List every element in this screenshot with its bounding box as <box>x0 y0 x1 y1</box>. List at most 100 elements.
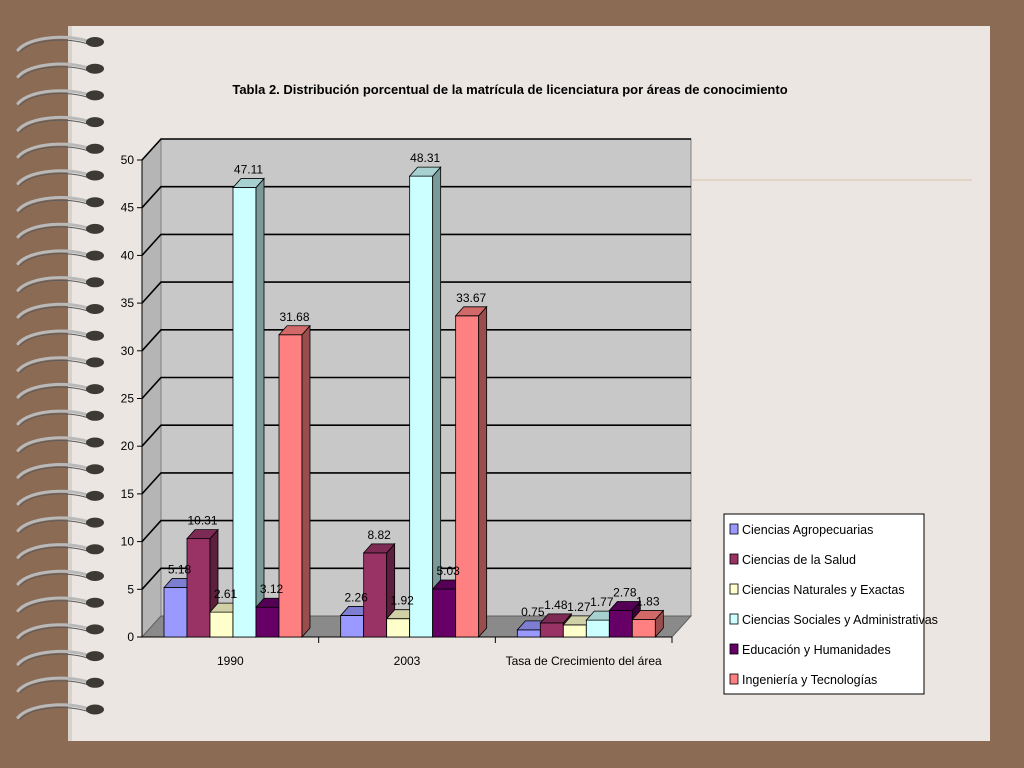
bar <box>362 542 396 639</box>
spiral-ring <box>16 623 92 639</box>
legend-box <box>723 513 925 695</box>
gridline <box>141 519 691 543</box>
data-label: 8.82 <box>367 528 391 542</box>
spiral-ring <box>16 302 92 319</box>
spiral-ring-shadow <box>19 359 89 373</box>
bar <box>454 305 488 639</box>
bar-top <box>454 306 488 317</box>
data-label: 2.78 <box>613 585 637 599</box>
binding-hole <box>86 277 104 288</box>
spiral-ring-shadow <box>19 520 89 534</box>
y-tick-label: 40 <box>121 248 135 262</box>
spiral-ring-shadow <box>19 39 89 53</box>
gridline <box>141 376 691 400</box>
spiral-ring-shadow <box>19 119 89 133</box>
bar-side <box>301 324 311 639</box>
binding-hole <box>86 464 104 475</box>
data-label: 47.11 <box>234 163 263 177</box>
y-tick-label: 10 <box>121 535 135 549</box>
spiral-ring-shadow <box>19 199 89 213</box>
legend-swatch <box>729 523 739 535</box>
binding-hole <box>86 677 104 688</box>
spiral-ring <box>16 249 92 266</box>
bar <box>631 609 665 639</box>
legend-label: Ciencias de la Salud <box>742 553 856 567</box>
spiral-ring-shadow <box>19 226 89 240</box>
bar-top <box>186 529 219 540</box>
bar-side <box>478 305 488 639</box>
binding-hole <box>86 517 104 528</box>
binding-hole <box>86 624 104 635</box>
data-label: 3.12 <box>260 582 284 596</box>
bar-front <box>409 175 434 638</box>
data-label: 33.67 <box>456 291 486 305</box>
y-tick-label: 30 <box>121 344 135 358</box>
data-label: 1.83 <box>636 595 660 609</box>
spiral-ring <box>16 142 92 159</box>
bar <box>278 324 311 639</box>
spiral-ring-shadow <box>19 626 89 640</box>
binding-hole <box>86 571 104 581</box>
binding-hole <box>86 117 104 128</box>
chart-title: Tabla 2. Distribución porcentual de la m… <box>232 82 787 97</box>
spiral-ring <box>16 543 92 559</box>
spiral-ring <box>16 489 92 506</box>
spiral-ring <box>16 463 92 479</box>
spiral-ring-shadow <box>19 466 89 480</box>
y-tick-label: 5 <box>127 582 134 596</box>
legend-swatch <box>729 583 739 595</box>
x-category-label: Tasa de Crecimiento del área <box>506 654 662 668</box>
bar-front <box>608 610 633 638</box>
binding-hole <box>86 250 104 261</box>
binding-hole <box>86 330 104 341</box>
data-label: 48.31 <box>410 151 440 165</box>
gridline <box>141 424 691 447</box>
spiral-ring <box>16 196 92 212</box>
y-tick-label: 45 <box>121 201 135 215</box>
data-label: 2.26 <box>344 590 368 604</box>
y-tick-label: 50 <box>121 153 135 167</box>
bar-top <box>539 613 573 624</box>
spiral-ring-shadow <box>19 173 89 186</box>
y-tick-label: 35 <box>121 296 135 310</box>
spiral-ring-shadow <box>19 333 89 347</box>
data-label: 5.03 <box>436 564 460 578</box>
spiral-ring <box>16 569 92 586</box>
bar-front <box>255 606 280 638</box>
gridline <box>141 567 691 590</box>
bar-front <box>186 538 211 638</box>
spiral-ring-shadow <box>19 413 89 427</box>
data-label: 5.18 <box>168 563 192 577</box>
spiral-ring <box>16 650 92 666</box>
spiral-ring <box>16 222 92 239</box>
binding-hole <box>86 384 104 395</box>
spiral-ring <box>16 516 92 533</box>
spiral-ring <box>16 356 92 372</box>
spiral-ring <box>16 329 92 346</box>
spiral-ring <box>16 62 92 79</box>
bar-front <box>386 618 411 638</box>
legend-swatch <box>729 673 739 685</box>
gridline <box>141 185 691 209</box>
binding-hole <box>86 197 104 208</box>
gridline <box>141 138 691 161</box>
legend-label: Ciencias Naturales y Exactas <box>742 583 905 597</box>
binding-hole <box>86 37 104 47</box>
legend-label: Ingeniería y Tecnologías <box>742 673 877 687</box>
data-label: 10.31 <box>187 514 217 528</box>
legend-swatch <box>729 643 739 655</box>
bar-top <box>408 166 442 177</box>
bar-front <box>455 315 480 638</box>
bar-front <box>209 611 234 638</box>
data-label: 1.27 <box>567 600 591 614</box>
legend-label: Ciencias Agropecuarias <box>742 523 873 537</box>
data-label: 1.48 <box>544 598 568 612</box>
spiral-ring <box>16 703 92 719</box>
spiral-ring-shadow <box>19 66 89 80</box>
spiral-ring-shadow <box>19 600 89 614</box>
bar-front <box>585 619 610 638</box>
gridline <box>141 281 691 304</box>
binding-hole <box>86 437 104 448</box>
spiral-ring <box>16 596 92 613</box>
